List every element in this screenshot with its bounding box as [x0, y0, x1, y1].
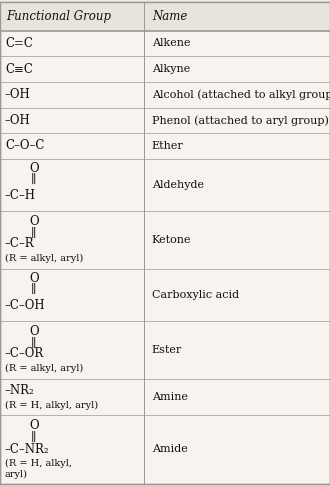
Text: O: O	[30, 215, 39, 228]
Text: Aldehyde: Aldehyde	[152, 180, 204, 190]
Text: C=C: C=C	[5, 37, 33, 50]
Text: aryl): aryl)	[5, 469, 28, 479]
Text: Phenol (attached to aryl group): Phenol (attached to aryl group)	[152, 115, 329, 126]
Text: Name: Name	[152, 10, 187, 23]
Text: Amide: Amide	[152, 444, 187, 454]
Text: C–O–C: C–O–C	[5, 139, 44, 153]
Text: –NR₂: –NR₂	[5, 384, 35, 397]
Text: Ester: Ester	[152, 345, 182, 355]
Text: –C–OH: –C–OH	[5, 299, 46, 312]
Text: O: O	[30, 162, 39, 175]
Text: Alkyne: Alkyne	[152, 64, 190, 74]
Text: ∥: ∥	[30, 283, 36, 296]
Text: Carboxylic acid: Carboxylic acid	[152, 290, 239, 300]
Text: Ether: Ether	[152, 141, 183, 151]
Text: Ketone: Ketone	[152, 235, 191, 245]
Text: C≡C: C≡C	[5, 63, 33, 76]
Text: –C–NR₂: –C–NR₂	[5, 443, 50, 456]
Text: ∥: ∥	[30, 173, 36, 186]
Text: O: O	[30, 419, 39, 432]
Text: ∥: ∥	[30, 337, 36, 349]
Text: ∥: ∥	[30, 431, 36, 444]
Text: Alcohol (attached to alkyl group): Alcohol (attached to alkyl group)	[152, 89, 330, 100]
Text: ∥: ∥	[30, 226, 36, 240]
Bar	[0, 2, 330, 31]
Text: –C–OR: –C–OR	[5, 347, 44, 360]
Text: –C–R: –C–R	[5, 237, 35, 250]
Text: (R = alkyl, aryl): (R = alkyl, aryl)	[5, 364, 83, 373]
Text: Amine: Amine	[152, 392, 188, 402]
Text: (R = H, alkyl, aryl): (R = H, alkyl, aryl)	[5, 400, 98, 410]
Text: –C–H: –C–H	[5, 189, 36, 202]
Text: O: O	[30, 272, 39, 285]
Text: O: O	[30, 325, 39, 338]
Text: (R = alkyl, aryl): (R = alkyl, aryl)	[5, 254, 83, 263]
Text: –OH: –OH	[5, 88, 31, 101]
Text: (R = H, alkyl,: (R = H, alkyl,	[5, 458, 72, 468]
Text: –OH: –OH	[5, 114, 31, 127]
Text: Functional Group: Functional Group	[6, 10, 111, 23]
Text: Alkene: Alkene	[152, 38, 190, 49]
